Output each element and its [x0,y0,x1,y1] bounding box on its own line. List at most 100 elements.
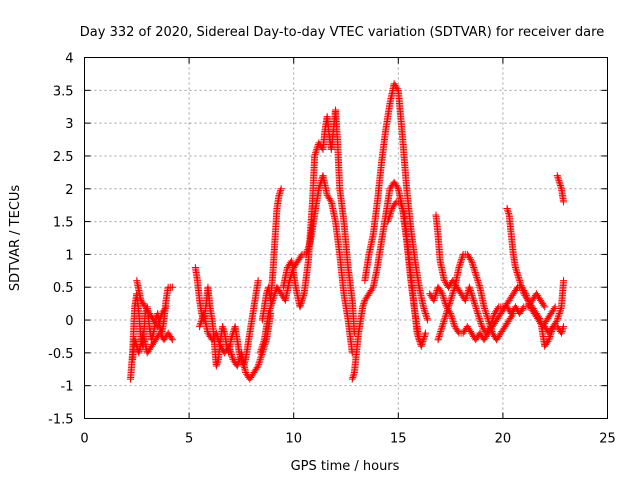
y-tick-label: 2.5 [53,150,74,165]
marker-run [558,278,567,309]
marker-run [494,311,504,322]
marker-run [435,285,445,296]
data-point [430,296,438,304]
marker-run [468,259,479,276]
marker-run [138,298,148,309]
data-point [484,316,492,324]
marker-run [355,318,364,336]
marker-run [192,265,201,283]
marker-run [558,186,567,204]
y-tick-label: 3 [65,117,73,132]
marker-run [157,331,167,342]
marker-run [397,200,408,217]
marker-run [489,318,500,329]
series-track-c [133,277,170,331]
marker-run [455,252,467,270]
marker-run [407,226,419,263]
marker-run [332,219,344,257]
marker-run [248,305,258,322]
marker-run [554,173,563,185]
marker-run [529,305,539,316]
marker-run [464,252,474,263]
marker-run [246,318,256,336]
marker-run [510,285,520,296]
marks-layer [127,80,568,383]
series-track-j [361,80,432,324]
marker-run [251,364,261,375]
data-point [162,303,170,311]
marker-run [382,101,394,132]
marker-run [477,331,487,342]
marker-run [357,305,366,322]
data-point [196,323,204,331]
data-point [419,303,427,311]
marker-run [399,134,411,191]
y-tick-label: -1.5 [48,413,73,428]
data-point [168,336,176,344]
marker-run [498,305,508,316]
data-point [447,309,455,317]
data-point [225,342,233,350]
marker-run [394,88,406,139]
data-point [455,264,463,272]
marker-run [436,259,448,283]
marker-run [218,344,228,355]
marker-run [257,337,268,355]
marker-run [144,344,154,355]
series-track-q [541,323,568,337]
data-point [265,309,273,317]
marker-run [265,298,276,316]
marker-run [389,200,399,211]
data-point [219,323,227,331]
marker-run [401,213,413,257]
y-tick-label: -1 [61,380,74,395]
marker-run [504,305,514,316]
marker-run [362,291,372,303]
data-point [480,303,488,311]
marker-run [533,291,544,303]
y-tick-label: 4 [65,52,73,67]
data-point [277,185,285,193]
marker-run [542,324,552,336]
y-tick-label: 1.5 [53,216,74,231]
marker-run [506,291,516,303]
data-point [275,191,283,199]
marker-run [451,265,463,290]
marker-run [544,311,554,322]
y-tick-label: 0 [65,314,73,329]
marker-run [473,331,483,342]
data-point [384,218,392,226]
marker-run [349,370,358,381]
x-tick-label: 10 [285,432,302,447]
marker-run [336,252,348,296]
marker-run [498,324,508,336]
marker-run [447,285,458,303]
marker-run [548,305,558,316]
marker-run [492,305,502,316]
data-point [438,290,446,298]
data-point [470,296,478,304]
data-point [417,342,425,350]
marker-run [161,331,171,342]
data-point [168,283,176,291]
marker-run [273,193,283,211]
marker-run [418,331,429,349]
data-point [434,336,442,344]
data-point [348,375,356,383]
marker-run [505,213,515,237]
marker-run [474,311,485,329]
marker-run [370,265,381,290]
marker-run [250,291,260,309]
marker-run [344,265,356,303]
data-point [413,329,421,337]
data-point [438,323,446,331]
marker-run [146,311,156,322]
marker-run [159,305,169,316]
marker-run [334,140,344,191]
marker-run [538,298,548,309]
marker-run [481,305,492,322]
y-tick-label: 0.5 [53,281,74,296]
marker-run [255,351,266,368]
marker-run [494,331,504,342]
data-point [396,198,404,206]
